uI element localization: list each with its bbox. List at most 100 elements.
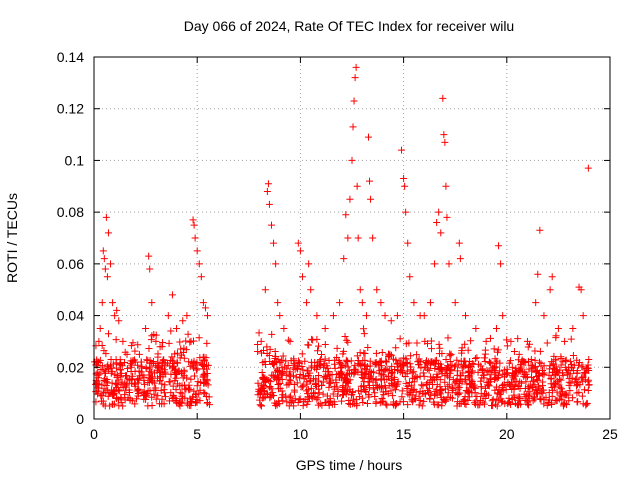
data-point (303, 299, 311, 307)
data-point (537, 388, 545, 396)
data-point (299, 366, 307, 374)
y-tick-label: 0.04 (57, 308, 84, 324)
data-point (119, 337, 127, 345)
data-point (383, 401, 391, 409)
data-point (346, 376, 354, 384)
data-point (552, 363, 560, 371)
data-point (121, 391, 129, 399)
data-point (386, 350, 394, 358)
data-point (438, 364, 446, 372)
data-point (360, 325, 368, 333)
data-point (107, 260, 115, 268)
data-point (282, 371, 290, 379)
data-point (331, 360, 339, 368)
data-point (369, 234, 377, 242)
data-point (313, 395, 321, 403)
data-point (417, 364, 425, 372)
data-point (577, 286, 585, 294)
data-point (543, 339, 551, 347)
y-tick-label: 0.14 (57, 49, 84, 65)
data-point (566, 370, 574, 378)
data-point (573, 375, 581, 383)
data-point (482, 384, 490, 392)
data-point (401, 182, 409, 190)
data-point (406, 273, 414, 281)
data-point (567, 335, 575, 343)
data-point (131, 400, 139, 408)
data-point (573, 389, 581, 397)
data-point (428, 345, 436, 353)
data-point (509, 381, 517, 389)
data-point (444, 393, 452, 401)
data-point (555, 375, 563, 383)
data-point (578, 363, 586, 371)
data-point (193, 365, 201, 373)
data-point (298, 362, 306, 370)
data-point (489, 364, 497, 372)
data-point (188, 358, 196, 366)
x-tick-label: 15 (396, 426, 412, 442)
data-point (369, 385, 377, 393)
data-point (176, 338, 184, 346)
data-point (99, 397, 107, 405)
data-point (108, 379, 116, 387)
data-point (425, 366, 433, 374)
data-point (551, 379, 559, 387)
data-point (580, 386, 588, 394)
data-point (372, 375, 380, 383)
data-point (105, 365, 113, 373)
data-point (372, 349, 380, 357)
data-point (473, 393, 481, 401)
data-point (290, 386, 298, 394)
data-point (442, 355, 450, 363)
data-point (300, 375, 308, 383)
data-point (328, 400, 336, 408)
data-point (333, 383, 341, 391)
data-point (357, 368, 365, 376)
data-point (191, 234, 199, 242)
data-point (342, 211, 350, 219)
data-point (477, 383, 485, 391)
data-point (406, 360, 414, 368)
data-point (135, 375, 143, 383)
data-point (95, 337, 103, 345)
data-point (459, 369, 467, 377)
data-point (552, 370, 560, 378)
data-point (97, 365, 105, 373)
data-point (287, 377, 295, 385)
data-point (520, 358, 528, 366)
data-point (481, 346, 489, 354)
data-point (284, 336, 292, 344)
data-point (557, 361, 565, 369)
data-point (343, 358, 351, 366)
data-point (295, 396, 303, 404)
data-point (168, 291, 176, 299)
data-point (456, 376, 464, 384)
data-point (470, 360, 478, 368)
data-point (346, 195, 354, 203)
data-point (143, 392, 151, 400)
data-point (431, 360, 439, 368)
data-point (118, 369, 126, 377)
data-point (127, 342, 135, 350)
data-point (409, 391, 417, 399)
data-point (337, 364, 345, 372)
data-point (299, 402, 307, 410)
data-point (465, 373, 473, 381)
data-point (514, 383, 522, 391)
data-point (200, 357, 208, 365)
data-point (400, 361, 408, 369)
data-point (187, 375, 195, 383)
data-point (507, 357, 515, 365)
data-point (433, 356, 441, 364)
x-tick-label: 20 (499, 426, 515, 442)
data-point (441, 378, 449, 386)
data-point (284, 362, 292, 370)
data-point (255, 329, 263, 337)
data-point (508, 363, 516, 371)
data-point (561, 337, 569, 345)
data-point (279, 352, 287, 360)
data-point (499, 370, 507, 378)
data-point (144, 387, 152, 395)
data-point (294, 399, 302, 407)
